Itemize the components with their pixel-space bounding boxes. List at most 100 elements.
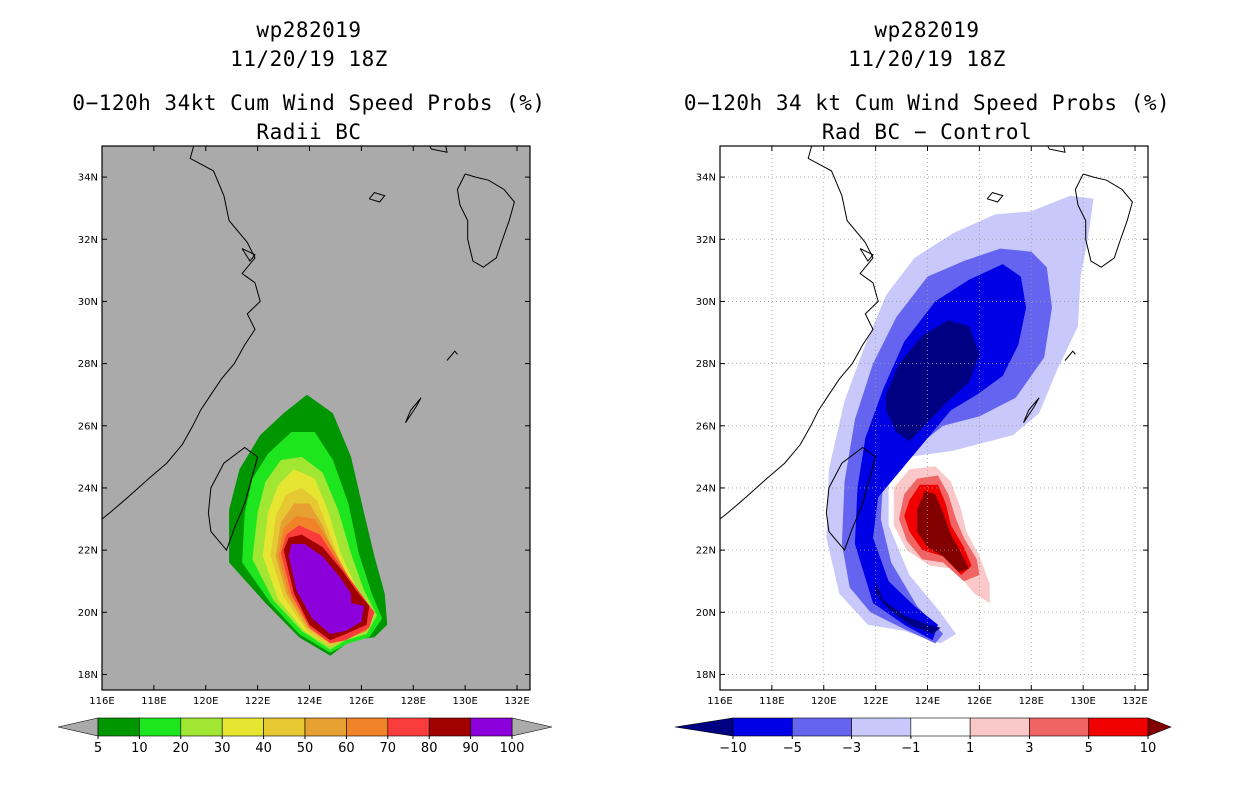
right-panel: wp282019 11/20/19 18Z 0−120h 34 kt Cum W… (618, 0, 1236, 800)
x-tick-label: 116E (707, 696, 732, 707)
coastline (1064, 350, 1076, 361)
left-panel: wp282019 11/20/19 18Z 0−120h 34kt Cum Wi… (57, 18, 553, 756)
coastline (986, 192, 1004, 203)
colorbar-swatch (969, 717, 1030, 737)
x-tick-label: 128E (1019, 696, 1044, 707)
colorbar-swatch (97, 717, 140, 737)
colorbar-swatch (387, 717, 430, 737)
colorbar-label: 1 (966, 741, 974, 756)
colorbar-swatch (221, 717, 264, 737)
contour-level-minus-10 (886, 320, 980, 442)
colorbar-swatch (428, 717, 471, 737)
coastline (405, 397, 422, 423)
difference-map: 116E 118E 120E 122E 124E 126E 128E 130E 132E 18N 2… (674, 145, 1172, 756)
y-tick-label: 22N (78, 546, 98, 557)
y-tick-label: 18N (696, 670, 716, 681)
y-tick-label: 22N (696, 546, 716, 557)
colorbar-swatch (1088, 717, 1149, 737)
x-tick-label: 124E (915, 696, 940, 707)
coastlines (720, 146, 1133, 552)
y-tick-label: 20N (78, 608, 98, 619)
colorbar-label: −10 (719, 741, 746, 756)
storm-id: wp282019 (874, 18, 980, 42)
x-tick-label: 118E (141, 696, 166, 707)
x-tick-label: 120E (811, 696, 836, 707)
storm-id: wp282019 (256, 18, 362, 42)
y-tick-label: 24N (696, 483, 716, 494)
coastline (456, 173, 515, 268)
colorbar-swatch (470, 717, 513, 737)
colorbar-label: 50 (297, 741, 314, 756)
contour-level-minus-5 (854, 264, 1027, 641)
coastlines (102, 146, 515, 552)
x-tick-label: 128E (401, 696, 426, 707)
x-tick-label: 132E (504, 696, 529, 707)
y-tick-label: 26N (78, 421, 98, 432)
colorbar-swatch (1029, 717, 1090, 737)
colorbar-swatch (304, 717, 347, 737)
colorbar-label: 40 (255, 741, 272, 756)
colorbar-label: −1 (901, 741, 920, 756)
colorbar-label: 90 (462, 741, 479, 756)
colorbar-label: 5 (1085, 741, 1093, 756)
colorbar-label: 10 (1140, 741, 1157, 756)
colorbar-swatch (263, 717, 306, 737)
x-tick-label: 118E (759, 696, 784, 707)
coastline (1023, 397, 1040, 423)
coastline (720, 146, 879, 520)
plot-frame (719, 145, 1149, 691)
chart-title: 0−120h 34kt Cum Wind Speed Probs (%) (72, 91, 546, 115)
colorbar-swatch (346, 717, 389, 737)
colorbar-swatch (851, 717, 912, 737)
y-tick-label: 34N (696, 173, 716, 184)
colorbar-label: −5 (783, 741, 802, 756)
y-tick-label: 28N (78, 359, 98, 370)
colorbar-label: 70 (380, 741, 397, 756)
colorbar-high-arrow (1147, 717, 1172, 737)
coastline (1047, 146, 1066, 153)
y-tick-label: 26N (696, 421, 716, 432)
colorbar-label: 30 (214, 741, 231, 756)
coastline (446, 350, 458, 361)
y-tick-label: 18N (78, 670, 98, 681)
x-tick-label: 130E (1070, 696, 1095, 707)
colorbar-label: −3 (842, 741, 861, 756)
x-tick-label: 126E (967, 696, 992, 707)
x-tick-label: 132E (1122, 696, 1147, 707)
chart-subtitle: Radii BC (256, 120, 362, 144)
x-tick-label: 124E (297, 696, 322, 707)
plot-frame (101, 145, 531, 691)
y-tick-label: 28N (696, 359, 716, 370)
colorbar-swatch (910, 717, 971, 737)
y-tick-label: 30N (78, 297, 98, 308)
forecast-datetime: 11/20/19 18Z (230, 47, 388, 71)
x-tick-label: 130E (452, 696, 477, 707)
coastline (825, 446, 877, 552)
colorbar-swatch (791, 717, 852, 737)
colorbar-label: 100 (500, 741, 525, 756)
x-tick-label: 120E (193, 696, 218, 707)
chart-subtitle: Rad BC − Control (821, 120, 1033, 144)
x-tick-label: 122E (863, 696, 888, 707)
coastline (1074, 173, 1133, 268)
colorbar-low-arrow (674, 717, 734, 737)
forecast-datetime: 11/20/19 18Z (848, 47, 1006, 71)
x-tick-label: 116E (89, 696, 114, 707)
colorbar-swatch (732, 717, 793, 737)
colorbar-swatch (139, 717, 182, 737)
colorbar-label: 80 (421, 741, 438, 756)
contour-level-90 (288, 543, 364, 634)
probability-map: 116E 118E 120E 122E 124E 126E 128E 130E 132E 18N 2… (57, 145, 553, 756)
coastline (368, 192, 386, 203)
x-tick-label: 122E (245, 696, 270, 707)
y-tick-label: 30N (696, 297, 716, 308)
coastline (859, 248, 874, 262)
colorbar-high-arrow (511, 717, 553, 737)
contour-level-minus-10 (875, 581, 941, 634)
colorbar-label: 20 (173, 741, 190, 756)
colorbar-label: 10 (131, 741, 148, 756)
y-tick-label: 34N (78, 173, 98, 184)
y-tick-label: 32N (696, 235, 716, 246)
contour-level-10 (917, 491, 969, 572)
colorbar-low-arrow (57, 717, 99, 737)
